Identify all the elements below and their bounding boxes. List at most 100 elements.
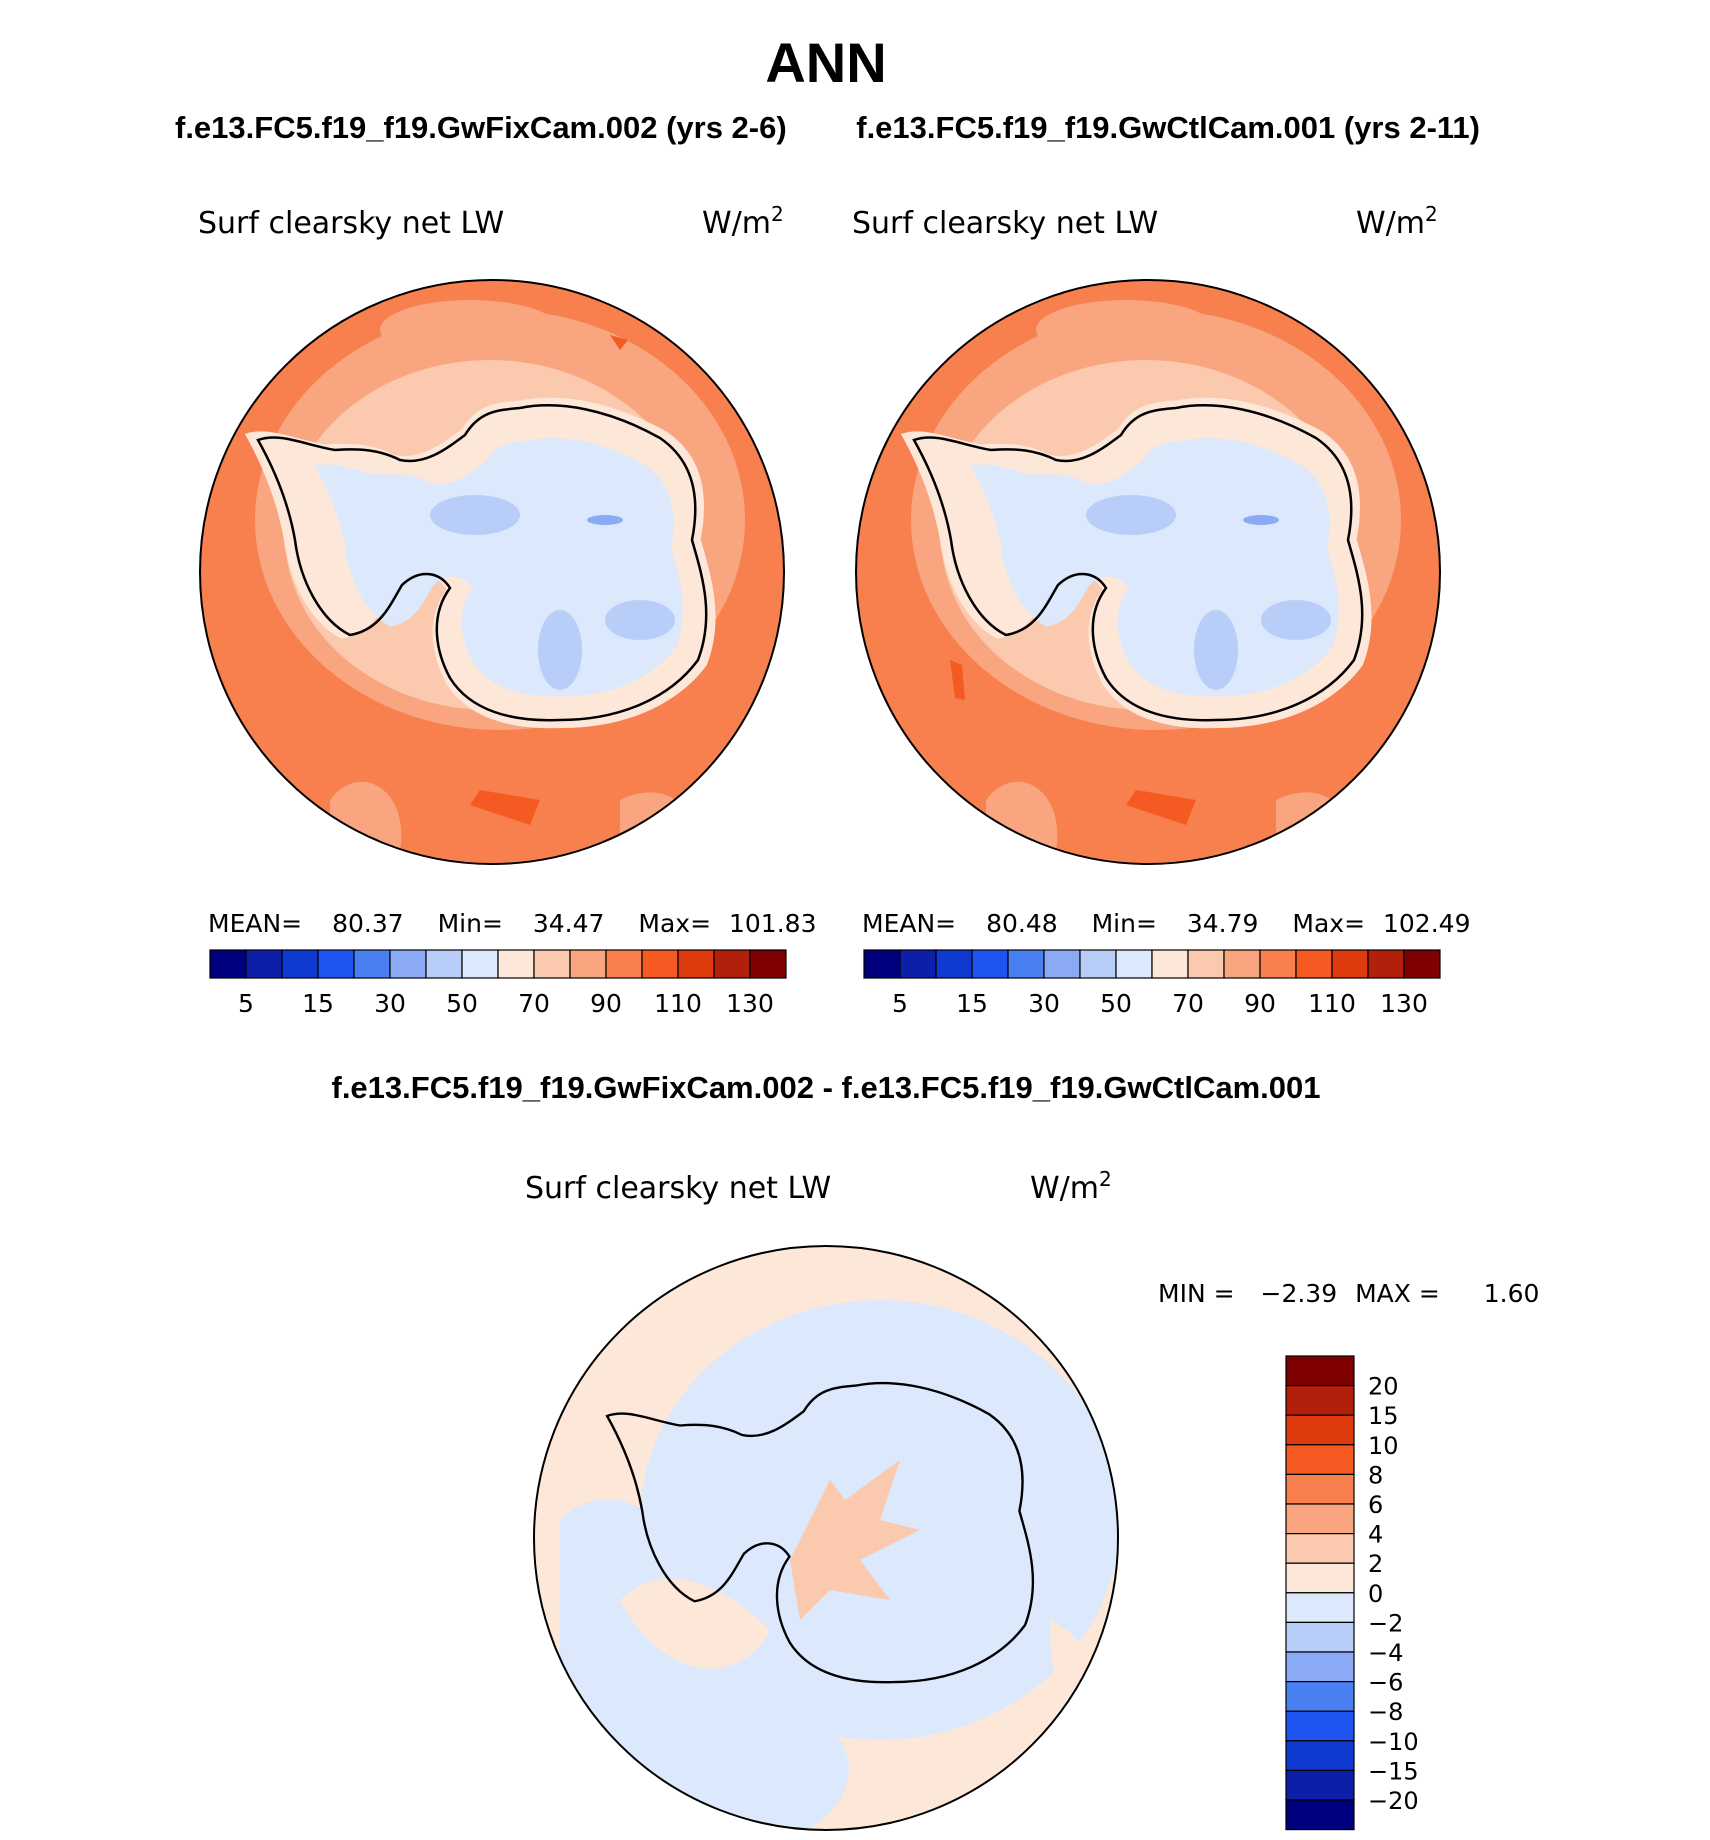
colorbar-left-tick-label: 5 xyxy=(238,989,254,1018)
colorbar-diff-swatch xyxy=(1285,1681,1355,1712)
colorbar-right-tick-label: 15 xyxy=(956,989,988,1018)
panel-diff: Surf clearsky net LW W/m2 MIN = −2.39 MA… xyxy=(525,1167,1539,1831)
colorbar-diff-tick-label: 20 xyxy=(1368,1373,1399,1401)
colorbar-right-swatch xyxy=(1331,949,1369,979)
colorbar-right-tick-label: 50 xyxy=(1100,989,1132,1018)
diff-title: f.e13.FC5.f19_f19.GwFixCam.002 - f.e13.F… xyxy=(332,1070,1321,1105)
panel-right-variable: Surf clearsky net LW xyxy=(852,206,1158,241)
colorbar-right-swatch xyxy=(1151,949,1189,979)
colorbar-diff-tick-label: −10 xyxy=(1368,1728,1419,1756)
colorbar-left-swatch xyxy=(281,949,319,979)
colorbar-left-tick-label: 110 xyxy=(654,989,702,1018)
panel-right-stats: MEAN= 80.48 Min= 34.79 Max= 102.49 xyxy=(862,909,1470,938)
colorbar-diff-tick-label: −6 xyxy=(1368,1669,1403,1697)
colorbar-left-swatch xyxy=(677,949,715,979)
subtitle-left: f.e13.FC5.f19_f19.GwFixCam.002 (yrs 2-6) xyxy=(175,110,787,145)
colorbar-diff-tick-label: 6 xyxy=(1368,1491,1383,1519)
colorbar-diff-tick-label: 10 xyxy=(1368,1432,1399,1460)
colorbar-diff-swatch xyxy=(1285,1355,1355,1387)
colorbar-diff-swatch xyxy=(1285,1562,1355,1594)
colorbar-right-tick-label: 90 xyxy=(1244,989,1276,1018)
diff-units: W/m2 xyxy=(1030,1167,1112,1206)
colorbar-left-swatch xyxy=(425,949,463,979)
colorbar-left-swatch xyxy=(245,949,283,979)
colorbar-left-tick-label: 50 xyxy=(446,989,478,1018)
colorbar-right-swatch xyxy=(863,949,901,979)
colorbar-right-swatch xyxy=(935,949,973,979)
colorbar-left-swatch xyxy=(209,949,247,979)
colorbar-left-swatch xyxy=(569,949,607,979)
colorbar-left-tick-label: 70 xyxy=(518,989,550,1018)
colorbar-diff-swatch xyxy=(1285,1414,1355,1446)
panel-left-variable: Surf clearsky net LW xyxy=(198,206,504,241)
colorbar-left-swatch xyxy=(497,949,535,979)
colorbar-right-swatch xyxy=(1007,949,1045,979)
colorbar-left-tick-label: 30 xyxy=(374,989,406,1018)
colorbar-diff-swatch xyxy=(1285,1769,1355,1801)
colorbar-right-swatch xyxy=(1259,949,1297,979)
colorbar-diff-tick-label: −15 xyxy=(1368,1757,1419,1785)
map-right xyxy=(856,280,1440,864)
colorbar-left-tick-label: 130 xyxy=(726,989,774,1018)
colorbar-diff-tick-label: 4 xyxy=(1368,1521,1383,1549)
map-diff xyxy=(534,1246,1118,1830)
colorbar-right-swatch xyxy=(1115,949,1153,979)
map-left xyxy=(200,280,784,864)
colorbar-right-tick-label: 70 xyxy=(1172,989,1204,1018)
colorbar-right-swatch xyxy=(1367,949,1405,979)
colorbar-left-swatch xyxy=(713,949,751,979)
colorbar-left-swatch xyxy=(749,949,787,979)
colorbar-diff-tick-label: 15 xyxy=(1368,1402,1399,1430)
panel-left-stats: MEAN= 80.37 Min= 34.47 Max= 101.83 xyxy=(208,909,816,938)
colorbar-diff-swatch xyxy=(1285,1799,1355,1831)
colorbar-left-swatch xyxy=(461,949,499,979)
colorbar-diff-tick-label: −4 xyxy=(1368,1639,1403,1667)
colorbar-diff-tick-label: 2 xyxy=(1368,1550,1383,1578)
colorbar-diff-swatch xyxy=(1285,1385,1355,1416)
colorbar-left-tick-label: 90 xyxy=(590,989,622,1018)
colorbar-right-swatch xyxy=(1079,949,1117,979)
colorbar-right-swatch xyxy=(1223,949,1261,979)
colorbar-left-tick-label: 15 xyxy=(302,989,334,1018)
colorbar-right-tick-label: 110 xyxy=(1308,989,1356,1018)
diff-minmax: MIN = −2.39 MAX = 1.60 xyxy=(1158,1279,1539,1308)
colorbar-left-swatch xyxy=(389,949,427,979)
colorbar-left-swatch xyxy=(317,949,355,979)
colorbar-left: 5 15 30 50 70 90 110 130 xyxy=(209,949,787,1018)
colorbar-diff-tick-label: 8 xyxy=(1368,1461,1383,1489)
colorbar-left-swatch xyxy=(605,949,643,979)
panel-left: Surf clearsky net LW W/m2 MEAN= 80.37 Mi… xyxy=(198,202,816,1018)
colorbar-left-swatch xyxy=(533,949,571,979)
colorbar-right-swatch xyxy=(1403,949,1441,979)
panel-left-units: W/m2 xyxy=(702,202,784,241)
colorbar-diff-tick-label: −8 xyxy=(1368,1698,1403,1726)
panel-right-units: W/m2 xyxy=(1356,202,1438,241)
colorbar-right: 5 15 30 50 70 90 110 130 xyxy=(863,949,1441,1018)
figure-title: ANN xyxy=(765,31,886,94)
colorbar-diff-swatch xyxy=(1285,1651,1355,1683)
colorbar-right-swatch xyxy=(971,949,1009,979)
colorbar-right-swatch xyxy=(899,949,937,979)
colorbar-diff-swatch xyxy=(1285,1444,1355,1476)
colorbar-diff-swatch xyxy=(1285,1533,1355,1564)
colorbar-diff-swatch xyxy=(1285,1473,1355,1505)
panel-right: Surf clearsky net LW W/m2 MEAN= 80.48 Mi… xyxy=(852,202,1470,1018)
colorbar-diff-tick-label: 0 xyxy=(1368,1580,1383,1608)
colorbar-diff-tick-label: −20 xyxy=(1368,1787,1419,1815)
colorbar-right-tick-label: 5 xyxy=(892,989,908,1018)
colorbar-right-tick-label: 30 xyxy=(1028,989,1060,1018)
colorbar-diff-swatch xyxy=(1285,1710,1355,1742)
colorbar-right-swatch xyxy=(1043,949,1081,979)
colorbar-diff-swatch xyxy=(1285,1592,1355,1624)
colorbar-diff-swatch xyxy=(1285,1740,1355,1771)
colorbar-diff-tick-label: −2 xyxy=(1368,1609,1403,1637)
colorbar-right-swatch xyxy=(1295,949,1333,979)
colorbar-diff-swatch xyxy=(1285,1503,1355,1535)
subtitle-right: f.e13.FC5.f19_f19.GwCtlCam.001 (yrs 2-11… xyxy=(856,110,1480,145)
colorbar-right-tick-label: 130 xyxy=(1380,989,1428,1018)
diff-variable: Surf clearsky net LW xyxy=(525,1171,831,1206)
colorbar-left-swatch xyxy=(641,949,679,979)
colorbar-diff-swatch xyxy=(1285,1621,1355,1653)
